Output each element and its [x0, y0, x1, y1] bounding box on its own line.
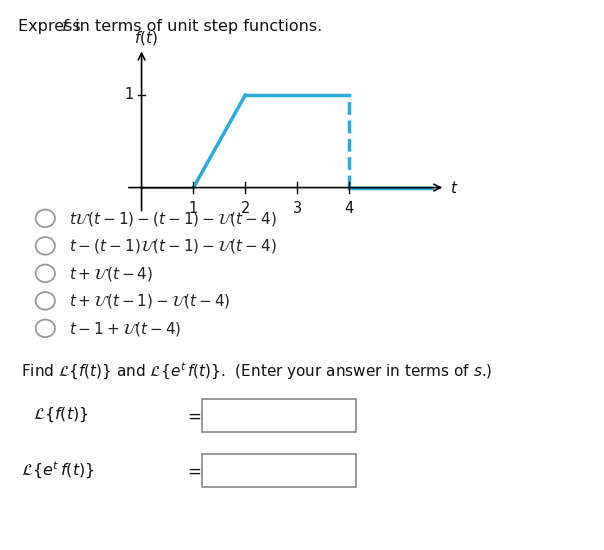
Text: 1: 1: [189, 201, 198, 216]
Text: 1: 1: [124, 87, 133, 102]
Text: $t + \mathbf{\mathcal{U}}(t-1) - \mathbf{\mathcal{U}}(t-4)$: $t + \mathbf{\mathcal{U}}(t-1) - \mathbf…: [69, 293, 231, 310]
Text: Find $\mathcal{L}\{f(t)\}$ and $\mathcal{L}\{e^t\, f(t)\}$.  (Enter your answer : Find $\mathcal{L}\{f(t)\}$ and $\mathcal…: [21, 361, 493, 382]
Text: $=$: $=$: [184, 461, 202, 479]
Text: f: f: [62, 19, 68, 34]
Text: $t$: $t$: [451, 180, 459, 196]
Text: $=$: $=$: [184, 406, 202, 424]
Text: 4: 4: [344, 201, 354, 216]
Text: $t\mathbf{\mathcal{U}}(t-1) - (t-1) - \mathbf{\mathcal{U}}(t-4)$: $t\mathbf{\mathcal{U}}(t-1) - (t-1) - \m…: [69, 210, 277, 228]
Text: $\mathcal{L}\{f(t)\}$: $\mathcal{L}\{f(t)\}$: [33, 406, 89, 425]
Text: $t - (t-1)\mathbf{\mathcal{U}}(t-1) - \mathbf{\mathcal{U}}(t-4)$: $t - (t-1)\mathbf{\mathcal{U}}(t-1) - \m…: [69, 238, 277, 255]
Text: $f(t)$: $f(t)$: [133, 29, 158, 47]
Text: 3: 3: [293, 201, 302, 216]
Text: $\mathcal{L}\{e^t\, f(t)\}$: $\mathcal{L}\{e^t\, f(t)\}$: [21, 460, 95, 481]
Text: $t + \mathbf{\mathcal{U}}(t-4)$: $t + \mathbf{\mathcal{U}}(t-4)$: [69, 265, 153, 283]
Text: in terms of unit step functions.: in terms of unit step functions.: [70, 19, 323, 34]
Text: $t - 1 + \mathbf{\mathcal{U}}(t-4)$: $t - 1 + \mathbf{\mathcal{U}}(t-4)$: [69, 320, 182, 338]
Text: 2: 2: [240, 201, 250, 216]
Text: Express: Express: [18, 19, 86, 34]
